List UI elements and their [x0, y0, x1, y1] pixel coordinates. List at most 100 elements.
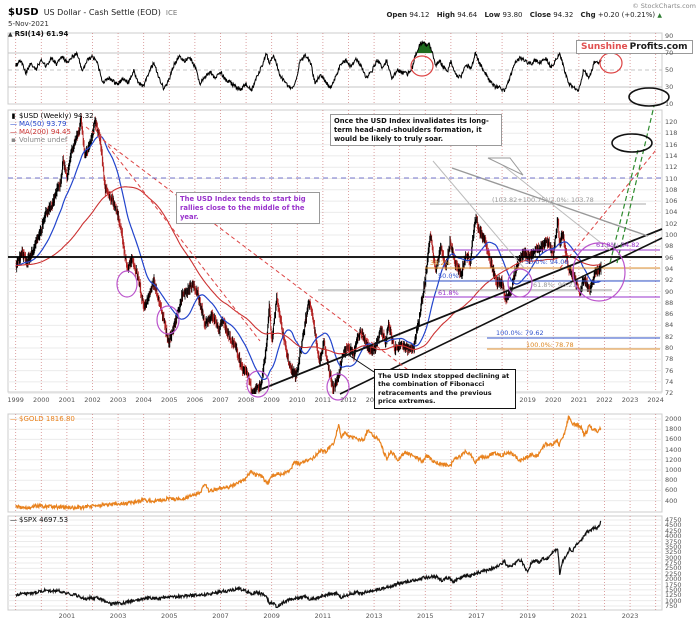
spx-axis-tick: 2750: [665, 559, 682, 567]
ohlc-quote-row: Open 94.12 High 94.64 Low 93.80 Close 94…: [381, 11, 662, 19]
year-label-bottom: 2009: [263, 612, 280, 620]
main-axis-tick: 82: [665, 332, 674, 341]
gold-axis-tick: 400: [665, 496, 678, 505]
year-label-mid: 2010: [288, 396, 306, 404]
fibonacci-label: 50.0%: [438, 272, 459, 280]
year-label-mid: 2001: [58, 396, 76, 404]
year-label-mid: 1999: [7, 396, 24, 404]
main-axis-tick: 86: [665, 310, 674, 319]
main-axis-tick: 120: [665, 118, 678, 126]
main-legend-item: — MA(200) 94.45: [10, 128, 71, 136]
year-label-bottom: 2001: [58, 612, 76, 620]
close-value: 94.32: [553, 11, 574, 19]
year-label-mid: 2003: [109, 396, 127, 404]
year-label-mid: 2002: [84, 396, 101, 404]
gold-panel: [7, 413, 663, 513]
rsi-panel: [7, 32, 663, 105]
legend-swatch-icon: —: [10, 516, 17, 524]
main-axis-tick: 116: [665, 140, 678, 149]
ma200-line: [15, 186, 601, 355]
main-axis-tick: 90: [665, 287, 674, 296]
main-axis-tick: 100: [665, 231, 678, 239]
legend-text: $SPX 4697.53: [19, 516, 69, 524]
annotation-box-mid-year-rallies: The USD Index tends to start big rallies…: [176, 192, 320, 225]
year-label-bottom: 2007: [212, 612, 229, 620]
spx-axis-tick: 2250: [665, 569, 682, 578]
year-label-mid: 2006: [186, 396, 204, 404]
gold-legend-item: — $GOLD 1816.80: [10, 415, 75, 423]
main-axis-tick: 76: [665, 366, 674, 375]
legend-text: $USD (Weekly) 94.32: [19, 112, 94, 120]
legend-swatch-icon: —: [10, 128, 17, 136]
year-label-mid: 2022: [596, 396, 613, 404]
spx-axis-tick: 3500: [665, 542, 682, 551]
year-label-mid: 2021: [570, 396, 588, 404]
symbol-label: $USD: [8, 7, 39, 18]
main-axis-tick: 110: [665, 174, 678, 183]
main-axis-tick: 84: [665, 321, 674, 330]
gold-axis-tick: 600: [665, 486, 678, 495]
spx-axis-tick: 3000: [665, 553, 682, 562]
legend-text: MA(200) 94.45: [19, 128, 71, 136]
annotation-line: [343, 351, 375, 373]
spx-axis-tick: 3750: [665, 537, 682, 546]
year-label-mid: 2020: [544, 396, 562, 404]
legend-swatch-icon: ▮: [11, 112, 16, 120]
annotation-line: [339, 237, 663, 395]
main-legend-item: ▮ $USD (Weekly) 94.32: [10, 112, 94, 120]
spx-axis-tick: 2000: [665, 575, 682, 584]
open-value: 94.12: [409, 11, 430, 19]
legend-swatch-icon: —: [10, 415, 17, 423]
fibonacci-label: 61.8%: [438, 289, 459, 297]
rsi-circle: [410, 55, 434, 77]
high-value: 94.64: [457, 11, 478, 19]
main-legend-item: — MA(50) 93.79: [10, 120, 66, 128]
copyright-label: © StockCharts.com: [632, 2, 696, 10]
logo-part-1: Sunshine: [581, 42, 628, 52]
chart-date: 5-Nov-2021: [8, 20, 49, 29]
low-circle: [156, 305, 180, 335]
annotation-line: [85, 126, 437, 392]
low-circle: [246, 370, 270, 398]
year-label-bottom: 2021: [570, 612, 588, 620]
year-label-mid: 2024: [647, 396, 664, 404]
spx-axis-tick: 4500: [665, 521, 682, 530]
sunshine-profits-logo[interactable]: Sunshine Profits.com: [576, 40, 693, 54]
year-label-bottom: 2003: [109, 612, 127, 620]
fibonacci-label: 50.0%: 94.08: [525, 258, 569, 266]
spx-axis-tick: 1000: [665, 596, 682, 605]
annotation-box-head-and-shoulders: Once the USD Index invalidates its long-…: [330, 114, 502, 147]
spx-axis-tick: 1500: [665, 585, 682, 594]
spx-axis-tick: 3250: [665, 548, 682, 557]
rsi-line: [15, 40, 602, 93]
main-axis-tick: 72: [665, 389, 674, 398]
annotation-line: [94, 128, 261, 342]
main-legend-item: ▪ Volume undef: [10, 136, 67, 144]
main-axis-tick: 98: [665, 242, 674, 251]
year-label-bottom: 2023: [621, 612, 639, 620]
target-ellipse: [628, 87, 670, 107]
legend-text: MA(50) 93.79: [19, 120, 67, 128]
spx-axis-tick: 1250: [665, 591, 682, 600]
indicator-icon: ▲: [8, 31, 13, 39]
spx-legend-item: — $SPX 4697.53: [10, 516, 68, 524]
main-axis-tick: 108: [665, 185, 678, 194]
main-axis-tick: 102: [665, 219, 678, 228]
gold-axis-tick: 1400: [665, 445, 682, 454]
fibonacci-label: 100.0%: 78.78: [526, 341, 574, 349]
chg-value: +0.20 (+0.21%): [597, 11, 656, 19]
year-label-bottom: 2015: [416, 612, 434, 620]
legend-swatch-icon: ▪: [11, 136, 16, 144]
main-panel: [7, 109, 663, 394]
year-label-mid: 2000: [32, 396, 50, 404]
main-axis-tick: 114: [665, 151, 678, 160]
exchange-label: ICE: [165, 9, 178, 17]
fibonacci-label: 61.8%: 94.82: [596, 241, 640, 249]
annotation-box-fibonacci: The USD Index stopped declining at the c…: [374, 369, 516, 409]
chg-label: Chg: [580, 11, 596, 19]
main-axis-tick: 118: [665, 129, 678, 138]
low-circle: [116, 270, 138, 298]
annotation-line: [609, 149, 639, 264]
